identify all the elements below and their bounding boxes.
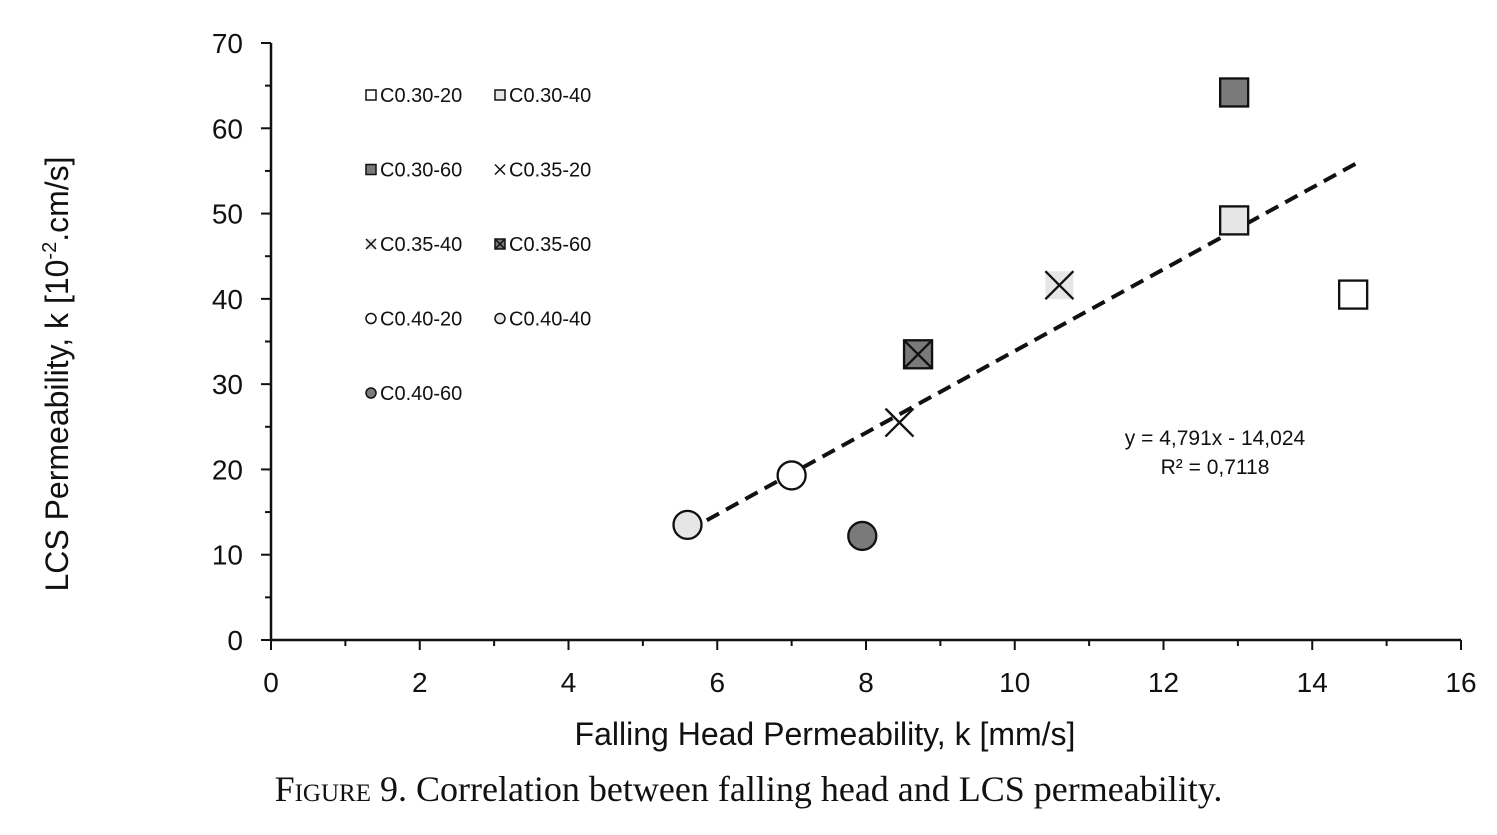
tick-labels: 0 2 4 6 8 10 12 14 16 0 10 20 30 40 50 60 70 [212, 28, 1477, 698]
x-tick-label: 0 [263, 667, 279, 698]
y-axis-title-main: LCS Permeability, k [10 [39, 260, 75, 592]
caption-text: Correlation between falling head and LCS… [415, 769, 1223, 809]
trendline [686, 161, 1358, 533]
x-tick-label: 4 [561, 667, 577, 698]
marker-cross-stroke [1044, 270, 1075, 301]
legend-item: C0.30-40 [494, 85, 591, 107]
legend-label: C0.40-60 [380, 383, 462, 405]
marker-circle [365, 312, 377, 325]
legend-item: C0.30-60 [365, 160, 462, 182]
marker-circle [365, 387, 377, 399]
caption-figure-word: Figure [274, 769, 371, 809]
marker-square [365, 89, 377, 101]
marker-cross-stroke [494, 238, 506, 250]
x-tick-label: 8 [858, 667, 874, 698]
marker-circle [776, 460, 807, 491]
marker-circle [672, 509, 703, 541]
legend-item: C0.40-40 [494, 309, 591, 331]
marker-square [1218, 205, 1250, 236]
y-tick-label: 60 [212, 113, 243, 144]
legend: C0.30-20 C0.30-40 C0.30-60 C0.35-20 C0.35-40… [365, 85, 591, 405]
legend-item: C0.40-60 [365, 383, 462, 405]
legend-label: C0.35-40 [380, 234, 462, 256]
data-point-c0-30-40 [1218, 205, 1250, 236]
r-squared-label: R² = 0,7118 [1161, 456, 1270, 479]
marker-cross-stroke [903, 339, 933, 370]
y-tick-label: 50 [212, 199, 243, 230]
marker-circle [847, 520, 878, 552]
x-tick-label: 2 [412, 667, 428, 698]
data-point-c0-40-60 [847, 520, 878, 552]
legend-label: C0.35-20 [509, 160, 591, 182]
y-axis-title-unit: .cm/s] [39, 156, 75, 241]
y-axis-title-exponent: -2 [39, 242, 61, 260]
y-tick-label: 0 [227, 625, 243, 656]
legend-marker [365, 163, 377, 176]
data-point-c0-30-20 [1337, 279, 1369, 310]
y-tick-label: 10 [212, 540, 243, 571]
y-tick-label: 20 [212, 454, 243, 485]
y-tick-label: 30 [212, 369, 243, 400]
marker-square [1218, 77, 1250, 108]
data-point-c0-30-60 [1218, 77, 1250, 108]
x-tick-label: 16 [1445, 667, 1476, 698]
x-axis-title: Falling Head Permeability, k [mm/s] [575, 716, 1076, 752]
x-tick-label: 12 [1148, 667, 1179, 698]
legend-marker [494, 238, 506, 250]
legend-item: C0.35-60 [494, 234, 591, 256]
legend-marker [494, 163, 506, 176]
legend-item: C0.35-20 [494, 160, 591, 182]
data-point-c0-40-40 [672, 509, 703, 541]
y-tick-label: 40 [212, 284, 243, 315]
marker-cross-stroke [494, 163, 506, 176]
legend-marker [365, 238, 377, 250]
data-point-c0-35-40 [1044, 270, 1075, 301]
marker-square [1337, 279, 1369, 310]
legend-marker [365, 312, 377, 325]
legend-item: C0.30-20 [365, 85, 462, 107]
marker-square [494, 89, 506, 101]
legend-label: C0.30-20 [380, 85, 462, 107]
data-points [672, 77, 1369, 552]
data-point-c0-40-20 [776, 460, 807, 491]
legend-label: C0.40-20 [380, 309, 462, 331]
legend-item: C0.35-40 [365, 234, 462, 256]
marker-square [365, 163, 377, 176]
data-point-c0-35-20 [884, 407, 915, 438]
y-tick-label: 70 [212, 28, 243, 59]
legend-marker [494, 89, 506, 101]
caption-number: 9. [379, 769, 407, 809]
data-point-c0-35-60 [902, 339, 934, 370]
figure-caption: Figure 9. Correlation between falling he… [0, 768, 1497, 810]
legend-item: C0.40-20 [365, 309, 462, 331]
legend-label: C0.30-60 [380, 160, 462, 182]
legend-label: C0.35-60 [509, 234, 591, 256]
x-tick-label: 10 [999, 667, 1030, 698]
legend-marker [365, 89, 377, 101]
axes [261, 42, 1462, 650]
marker-cross-stroke [884, 407, 915, 438]
x-tick-label: 14 [1297, 667, 1328, 698]
legend-label: C0.40-40 [509, 309, 591, 331]
marker-circle [494, 312, 506, 325]
trendline-equation: y = 4,791x - 14,024 [1125, 427, 1306, 450]
legend-label: C0.30-40 [509, 85, 591, 107]
trendline-path [686, 161, 1358, 533]
legend-marker [365, 387, 377, 399]
x-tick-label: 6 [709, 667, 725, 698]
legend-marker [494, 312, 506, 325]
marker-cross-stroke [365, 238, 377, 250]
y-axis-title: LCS Permeability, k [10-2.cm/s] [39, 156, 75, 591]
